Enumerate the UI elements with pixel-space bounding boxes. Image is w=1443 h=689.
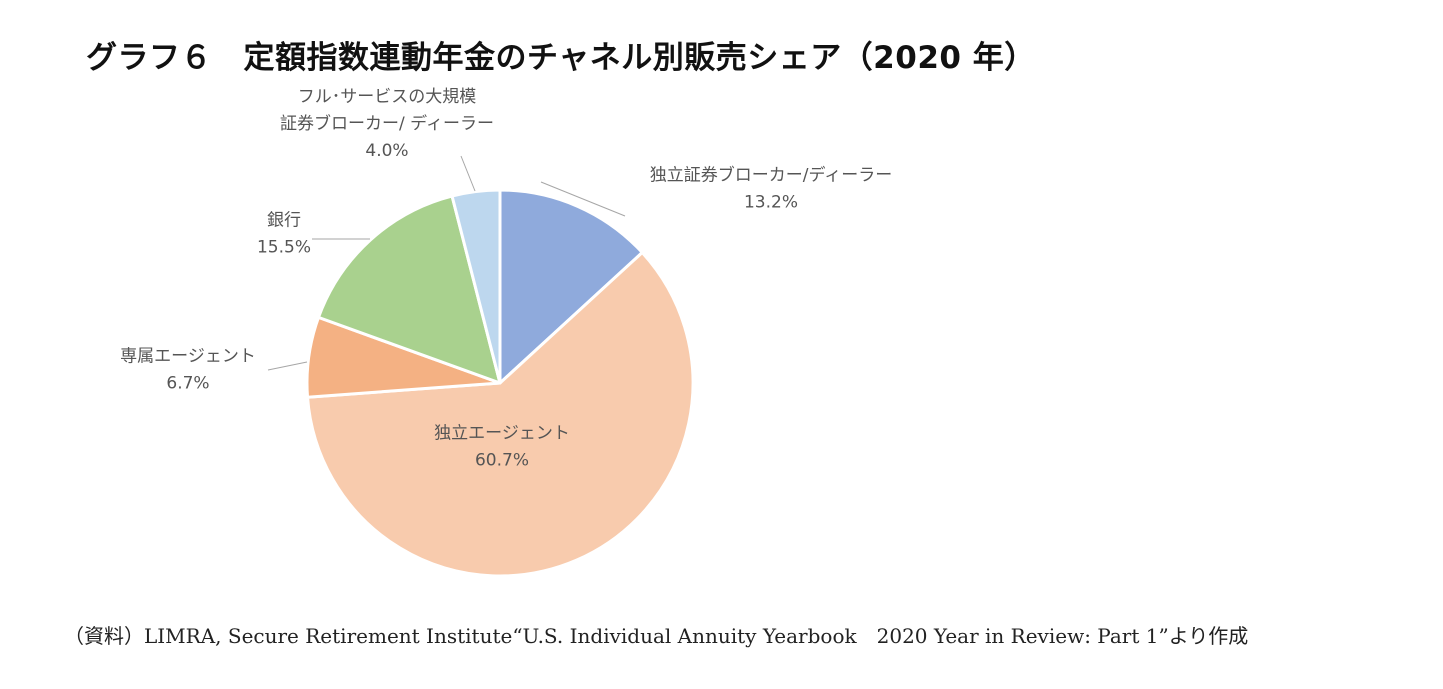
pie-slice-4 [316,194,502,385]
slice-value-label-2: 60.7% [475,451,529,471]
leader-lines [267,155,626,371]
slice-value-label-3: 6.7% [166,374,209,394]
leader-line-1 [540,181,626,217]
source-note: （資料）LIMRA, Secure Retirement Institute“U… [64,624,1249,648]
slice-value-label-5: 4.0% [365,141,408,161]
slice-category-label-5: フル･サービスの大規模 [298,87,477,107]
pie-slice-1 [498,188,644,385]
chart-title: グラフ６ 定額指数連動年金のチャネル別販売シェア（2020 年） [86,40,1036,76]
pie-slice-5 [450,188,502,385]
slice-category-label-2: 独立エージェント [434,424,570,444]
slice-category-label-4: 銀行 [267,211,301,231]
slice-category-label-3: 専属エージェント [120,347,256,367]
leader-line-3 [267,361,308,371]
slice-category-label-5: 証券ブローカー/ ディーラー [280,113,494,134]
slice-value-label-4: 15.5% [257,238,311,258]
leader-line-5 [460,155,476,192]
data-labels: 独立証券ブローカー/ディーラー 13.2% 独立エージェント 60.7% 専属エージェン… [120,87,892,471]
slice-category-label-1: 独立証券ブローカー/ディーラー [650,165,893,186]
pie-slices [305,188,695,578]
slice-value-label-1: 13.2% [744,193,798,213]
pie-slice-2 [306,251,695,578]
